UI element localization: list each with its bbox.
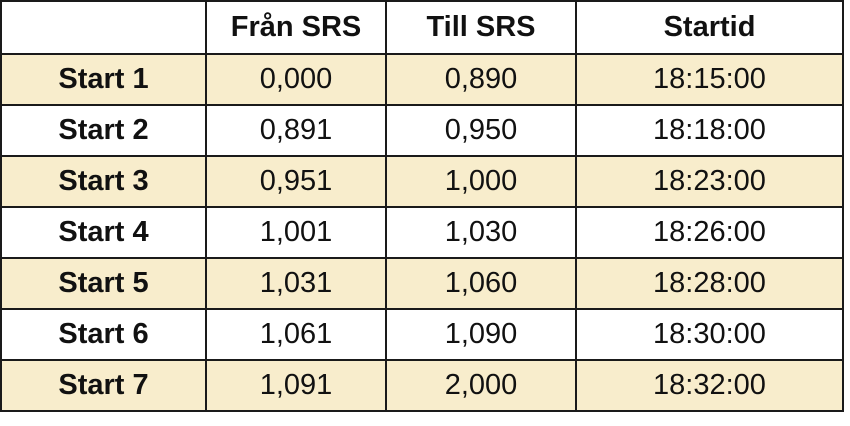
table-row: Start 7 1,091 2,000 18:32:00 — [0, 359, 844, 412]
start-table: Från SRS Till SRS Startid Start 1 0,000 0,89… — [0, 0, 844, 412]
table-body: Start 1 0,000 0,890 18:15:00 Start 2 0,891 0,9… — [0, 53, 844, 412]
row-label: Start 2 — [0, 104, 207, 157]
table-row: Start 4 1,001 1,030 18:26:00 — [0, 206, 844, 259]
table-cell: 18:18:00 — [575, 104, 844, 157]
row-label: Start 7 — [0, 359, 207, 412]
table-cell: 18:30:00 — [575, 308, 844, 361]
table-row: Start 6 1,061 1,090 18:30:00 — [0, 308, 844, 361]
table-cell: 2,000 — [385, 359, 577, 412]
table-cell: 0,891 — [205, 104, 387, 157]
table-cell: 18:28:00 — [575, 257, 844, 310]
column-header: Till SRS — [385, 0, 577, 55]
table-cell: 18:32:00 — [575, 359, 844, 412]
table-cell: 0,000 — [205, 53, 387, 106]
table-cell: 1,061 — [205, 308, 387, 361]
table-cell: 1,060 — [385, 257, 577, 310]
table-cell: 1,030 — [385, 206, 577, 259]
table-row: Start 2 0,891 0,950 18:18:00 — [0, 104, 844, 157]
table-cell: 1,091 — [205, 359, 387, 412]
table-cell: 0,950 — [385, 104, 577, 157]
table-row: Start 3 0,951 1,000 18:23:00 — [0, 155, 844, 208]
table-cell: 1,090 — [385, 308, 577, 361]
row-label: Start 6 — [0, 308, 207, 361]
table-cell: 1,031 — [205, 257, 387, 310]
column-header: Startid — [575, 0, 844, 55]
header-row: Från SRS Till SRS Startid — [0, 0, 844, 55]
row-label: Start 3 — [0, 155, 207, 208]
table-cell: 0,890 — [385, 53, 577, 106]
table-cell: 18:23:00 — [575, 155, 844, 208]
row-label: Start 5 — [0, 257, 207, 310]
table-cell: 18:26:00 — [575, 206, 844, 259]
table-cell: 1,000 — [385, 155, 577, 208]
table-cell: 0,951 — [205, 155, 387, 208]
table-row: Start 1 0,000 0,890 18:15:00 — [0, 53, 844, 106]
row-label: Start 1 — [0, 53, 207, 106]
corner-cell — [0, 0, 207, 55]
column-header: Från SRS — [205, 0, 387, 55]
table-cell: 18:15:00 — [575, 53, 844, 106]
table-cell: 1,001 — [205, 206, 387, 259]
row-label: Start 4 — [0, 206, 207, 259]
table-row: Start 5 1,031 1,060 18:28:00 — [0, 257, 844, 310]
